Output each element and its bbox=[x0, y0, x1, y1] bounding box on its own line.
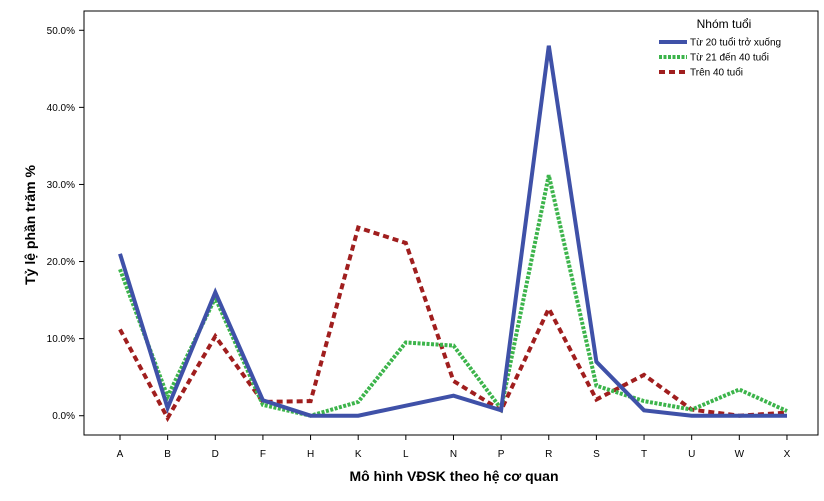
x-tick-label: U bbox=[688, 449, 695, 460]
x-axis-title: Mô hình VĐSK theo hệ cơ quan bbox=[349, 468, 558, 484]
x-tick-label: D bbox=[212, 449, 219, 460]
x-tick-label: F bbox=[260, 449, 266, 460]
series-line-2 bbox=[118, 174, 788, 418]
legend: Nhóm tuổi Từ 20 tuổi trở xuống Từ 21 đến … bbox=[659, 17, 781, 79]
y-tick-label: 40.0% bbox=[47, 103, 75, 114]
x-tick-label: K bbox=[355, 449, 362, 460]
legend-label-2: Từ 21 đến 40 tuổi bbox=[690, 52, 769, 64]
series-line-1 bbox=[118, 45, 787, 418]
y-tick-label: 30.0% bbox=[47, 180, 75, 191]
series-line-3 bbox=[118, 225, 788, 423]
series-layer bbox=[118, 45, 788, 423]
x-tick-label: N bbox=[450, 449, 457, 460]
x-tick-label: X bbox=[784, 449, 791, 460]
x-tick-label: W bbox=[735, 449, 745, 460]
y-axis-title: Tỷ lệ phần trăm % bbox=[22, 165, 38, 285]
legend-title: Nhóm tuổi bbox=[697, 17, 752, 31]
y-tick-label: 50.0% bbox=[47, 26, 75, 37]
x-tick-label: T bbox=[641, 449, 647, 460]
x-tick-label: P bbox=[498, 449, 505, 460]
y-axis: 0.0% 10.0% 20.0% 30.0% 40.0% 50.0% bbox=[47, 26, 84, 422]
x-tick-label: A bbox=[117, 449, 124, 460]
x-tick-label: R bbox=[545, 449, 552, 460]
y-tick-label: 10.0% bbox=[47, 334, 75, 345]
y-tick-label: 20.0% bbox=[47, 257, 75, 268]
x-tick-label: H bbox=[307, 449, 314, 460]
x-tick-label: L bbox=[403, 449, 409, 460]
plot-frame bbox=[83, 10, 819, 436]
x-tick-label: S bbox=[593, 449, 600, 460]
y-tick-label: 0.0% bbox=[52, 411, 75, 422]
legend-label-3: Trên 40 tuổi bbox=[690, 67, 743, 79]
legend-label-1: Từ 20 tuổi trở xuống bbox=[690, 37, 781, 49]
x-tick-label: B bbox=[164, 449, 171, 460]
legend-items: Từ 20 tuổi trở xuống Từ 21 đến 40 tuổi Trê… bbox=[659, 37, 781, 79]
